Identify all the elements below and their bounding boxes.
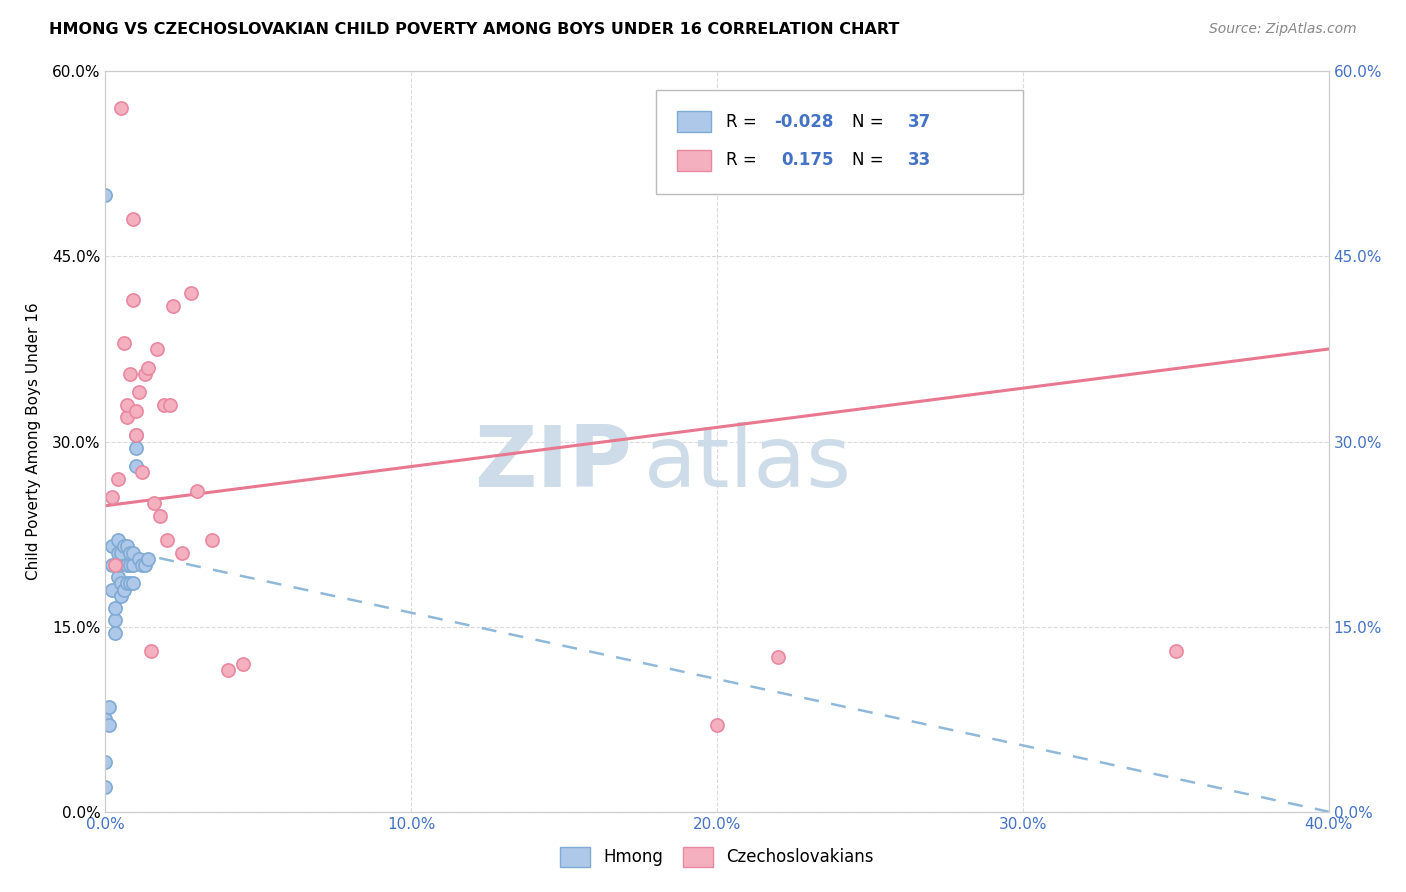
Text: 0.175: 0.175 xyxy=(780,152,834,169)
Point xyxy=(768,650,790,665)
Point xyxy=(125,403,148,417)
Point xyxy=(706,718,728,732)
Point xyxy=(115,540,138,554)
Point xyxy=(1164,644,1187,658)
Point xyxy=(125,428,148,442)
Bar xyxy=(676,112,711,132)
Point xyxy=(104,625,127,640)
Point xyxy=(128,385,150,400)
Point xyxy=(128,551,150,566)
Text: 37: 37 xyxy=(908,112,931,131)
Point xyxy=(141,644,163,658)
Point xyxy=(107,546,129,560)
Point xyxy=(180,286,202,301)
Point xyxy=(131,558,153,572)
Point xyxy=(110,102,132,116)
Point xyxy=(107,570,129,584)
Point xyxy=(217,663,239,677)
Text: Source: ZipAtlas.com: Source: ZipAtlas.com xyxy=(1209,22,1357,37)
Point xyxy=(122,546,145,560)
Point xyxy=(104,601,127,615)
Point xyxy=(94,712,117,726)
Point xyxy=(100,558,122,572)
Text: atlas: atlas xyxy=(644,422,852,505)
Point xyxy=(152,397,174,411)
Point xyxy=(149,508,172,523)
Text: N =: N = xyxy=(852,112,883,131)
Point xyxy=(131,466,153,480)
Point xyxy=(146,342,169,356)
Point xyxy=(104,614,127,628)
Point xyxy=(115,409,138,424)
Point xyxy=(115,397,138,411)
Point xyxy=(125,428,148,442)
Point xyxy=(110,589,132,603)
Bar xyxy=(676,150,711,170)
Point xyxy=(115,558,138,572)
Text: ZIP: ZIP xyxy=(474,422,631,505)
Point xyxy=(97,718,120,732)
Point xyxy=(110,546,132,560)
Point xyxy=(107,533,129,548)
Point xyxy=(112,540,135,554)
Point xyxy=(159,397,181,411)
Point xyxy=(118,558,141,572)
Point xyxy=(94,756,117,770)
Text: N =: N = xyxy=(852,152,883,169)
Point xyxy=(118,576,141,591)
Text: R =: R = xyxy=(725,152,756,169)
Point xyxy=(143,496,166,510)
Point xyxy=(107,471,129,485)
Point xyxy=(122,558,145,572)
Point xyxy=(162,299,184,313)
Point xyxy=(134,367,156,381)
Point xyxy=(110,576,132,591)
Point xyxy=(104,558,127,572)
Point xyxy=(232,657,254,671)
Point xyxy=(134,558,156,572)
Point xyxy=(201,533,224,548)
Point xyxy=(107,558,129,572)
Point xyxy=(186,483,208,498)
Point xyxy=(170,546,193,560)
Point xyxy=(94,187,117,202)
Point xyxy=(118,546,141,560)
Point xyxy=(155,533,177,548)
Point xyxy=(118,367,141,381)
Point xyxy=(112,335,135,350)
Point xyxy=(125,441,148,455)
Point xyxy=(136,551,159,566)
Point xyxy=(97,699,120,714)
Point xyxy=(122,212,145,227)
Point xyxy=(122,576,145,591)
Point xyxy=(94,780,117,794)
Text: -0.028: -0.028 xyxy=(773,112,834,131)
Point xyxy=(115,576,138,591)
Point xyxy=(136,360,159,375)
Text: HMONG VS CZECHOSLOVAKIAN CHILD POVERTY AMONG BOYS UNDER 16 CORRELATION CHART: HMONG VS CZECHOSLOVAKIAN CHILD POVERTY A… xyxy=(49,22,900,37)
Text: 33: 33 xyxy=(908,152,931,169)
Point xyxy=(122,293,145,307)
Point xyxy=(100,582,122,597)
Point xyxy=(112,582,135,597)
Y-axis label: Child Poverty Among Boys Under 16: Child Poverty Among Boys Under 16 xyxy=(25,302,41,581)
Point xyxy=(125,459,148,474)
Text: R =: R = xyxy=(725,112,756,131)
Legend: Hmong, Czechoslovakians: Hmong, Czechoslovakians xyxy=(554,840,880,874)
Point xyxy=(100,540,122,554)
Point xyxy=(100,490,122,504)
FancyBboxPatch shape xyxy=(655,90,1022,194)
